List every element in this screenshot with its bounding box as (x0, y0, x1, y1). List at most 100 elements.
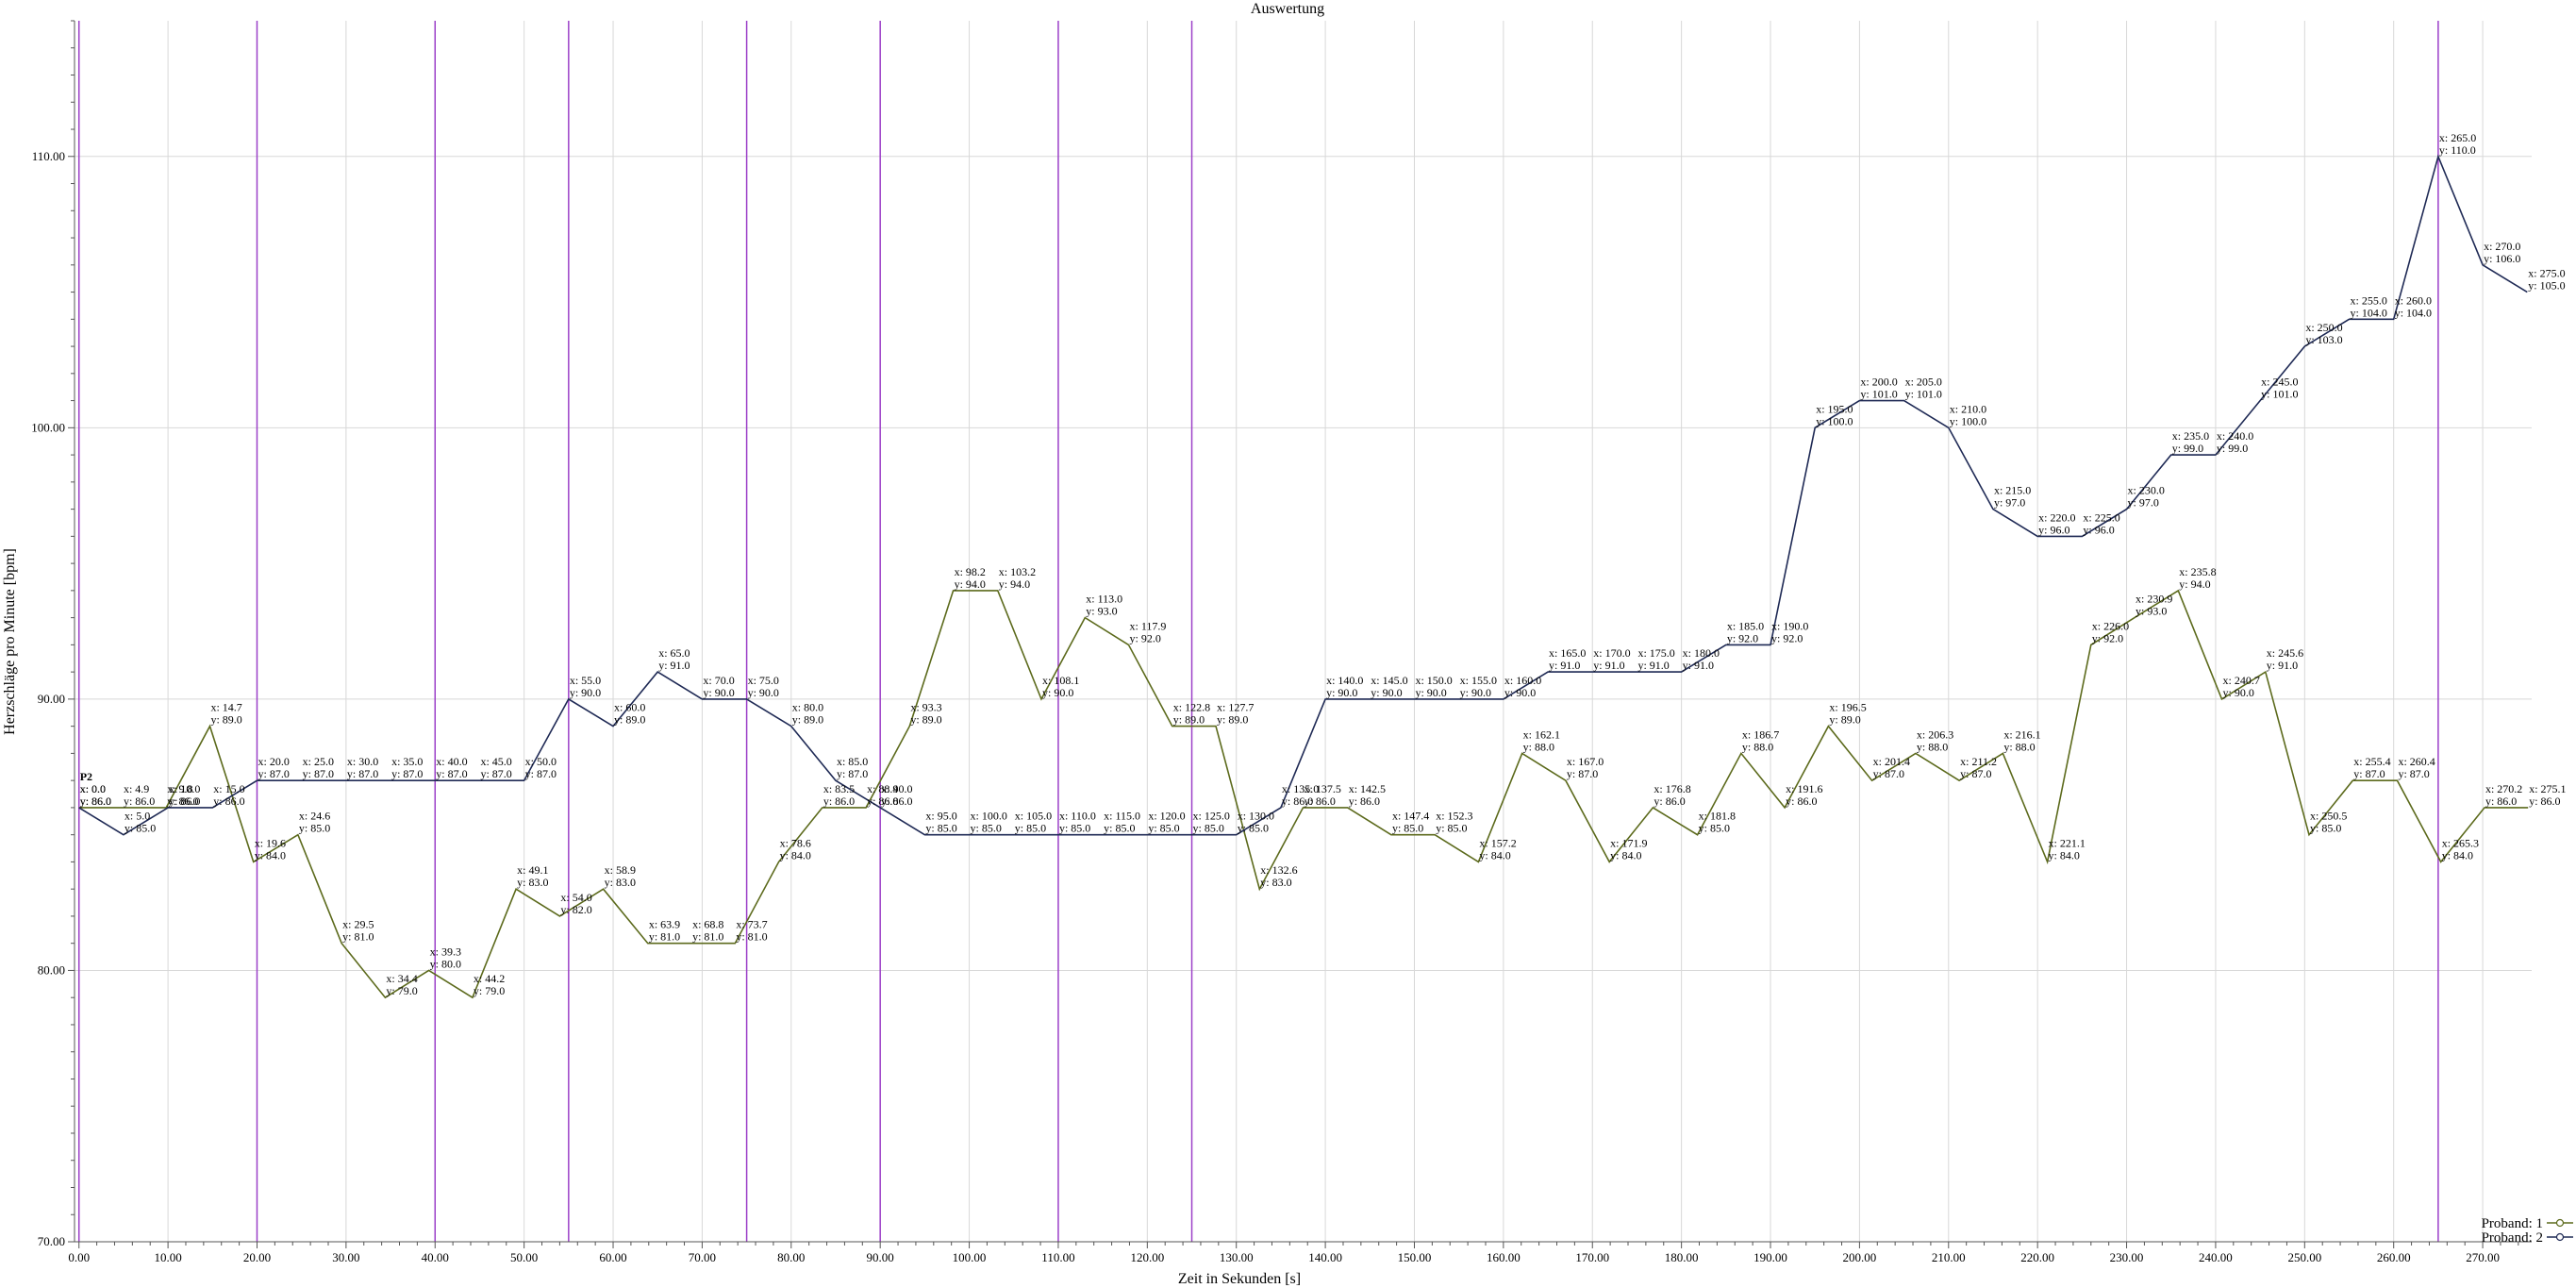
data-label-y: y: 90.0 (1042, 686, 1073, 699)
data-label-y: y: 94.0 (955, 577, 986, 591)
data-label-y: y: 91.0 (1593, 659, 1624, 672)
data-label-x: x: 120.0 (1148, 810, 1185, 823)
data-label-x: x: 98.2 (955, 565, 986, 578)
data-label-x: x: 201.4 (1873, 755, 1910, 768)
data-label-y: y: 104.0 (2395, 306, 2432, 319)
y-tick-label: 100.00 (31, 420, 65, 434)
data-label-y: y: 101.0 (2261, 388, 2298, 401)
x-axis-label: Zeit in Sekunden [s] (1178, 1271, 1301, 1287)
data-label-x: x: 270.2 (2485, 782, 2522, 795)
data-label-x: x: 54.0 (560, 891, 591, 904)
data-label-x: x: 50.0 (525, 755, 557, 768)
data-label-x: x: 14.7 (210, 701, 241, 714)
data-label-y: y: 89.0 (792, 713, 823, 727)
data-label-y: y: 103.0 (2305, 333, 2342, 346)
data-label-y: y: 84.0 (780, 848, 811, 861)
data-label-x: x: 260.4 (2398, 755, 2435, 768)
data-label-x: x: 80.0 (792, 701, 823, 714)
data-label-y: y: 86.0 (80, 795, 111, 808)
x-tick-label: 100.00 (953, 1250, 987, 1264)
data-label-y: y: 88.0 (1917, 740, 1948, 753)
x-tick-label: 190.00 (1753, 1250, 1787, 1264)
data-label-y: y: 85.0 (925, 822, 956, 835)
data-label-y: y: 106.0 (2484, 252, 2520, 265)
data-label-x: x: 142.5 (1349, 782, 1386, 795)
legend-label: Proband: 2 (2482, 1230, 2543, 1246)
x-tick-label: 10.00 (154, 1250, 181, 1264)
data-label-x: x: 167.0 (1567, 755, 1604, 768)
data-label-x: x: 250.0 (2305, 321, 2342, 334)
data-label-y: y: 87.0 (2398, 767, 2429, 780)
data-label-x: x: 230.0 (2128, 484, 2165, 497)
x-tick-label: 90.00 (867, 1250, 894, 1264)
data-label-x: x: 25.0 (303, 755, 334, 768)
data-label-x: x: 240.0 (2217, 429, 2253, 443)
data-label-y: y: 83.0 (517, 876, 548, 889)
x-tick-label: 240.00 (2199, 1250, 2233, 1264)
data-label-y: y: 83.0 (1260, 876, 1291, 889)
data-label-y: y: 88.0 (2003, 740, 2035, 753)
data-label-x: x: 0.0 (80, 782, 106, 795)
data-label-x: x: 35.0 (391, 755, 423, 768)
x-tick-label: 250.00 (2287, 1250, 2321, 1264)
data-label-x: x: 195.0 (1816, 402, 1853, 415)
data-label-y: y: 82.0 (560, 903, 591, 916)
data-label-x: x: 152.3 (1436, 810, 1472, 823)
data-label-x: x: 95.0 (925, 810, 956, 823)
data-label-x: x: 130.0 (1238, 810, 1274, 823)
data-label-x: x: 270.0 (2484, 240, 2520, 253)
x-tick-label: 260.00 (2377, 1250, 2411, 1264)
data-label-x: x: 162.1 (1523, 728, 1560, 741)
data-label-y: y: 92.0 (2092, 631, 2123, 644)
data-label-x: x: 83.5 (823, 782, 855, 795)
data-label-x: x: 255.0 (2351, 293, 2387, 307)
data-label-x: x: 135.0 (1282, 782, 1319, 795)
x-tick-label: 40.00 (422, 1250, 449, 1264)
data-label-y: y: 97.0 (1994, 496, 2025, 510)
data-label-x: x: 176.8 (1654, 782, 1690, 795)
data-label-x: x: 220.0 (2038, 510, 2075, 524)
data-label-x: x: 24.6 (299, 810, 330, 823)
data-label-x: x: 171.9 (1610, 836, 1647, 849)
data-label-y: y: 87.0 (391, 767, 423, 780)
data-label-y: y: 93.0 (2136, 605, 2167, 618)
start-marker-label: P2 (80, 770, 92, 783)
data-label-y: y: 89.0 (614, 713, 645, 727)
data-label-x: x: 196.5 (1829, 701, 1866, 714)
data-label-x: x: 49.1 (517, 863, 548, 877)
data-label-y: y: 87.0 (1960, 767, 1991, 780)
data-label-x: x: 175.0 (1637, 646, 1674, 660)
data-label-x: x: 191.6 (1786, 782, 1822, 795)
data-label-x: x: 157.2 (1479, 836, 1516, 849)
data-label-y: y: 85.0 (1059, 822, 1090, 835)
data-label-x: x: 240.7 (2223, 674, 2260, 687)
x-tick-label: 220.00 (2020, 1250, 2054, 1264)
y-tick-label: 90.00 (38, 692, 65, 706)
data-label-y: y: 96.0 (2038, 523, 2069, 536)
data-label-y: y: 85.0 (125, 822, 156, 835)
data-label-y: y: 86.0 (1349, 795, 1380, 808)
data-label-y: y: 85.0 (1193, 822, 1224, 835)
data-label-x: x: 100.0 (971, 810, 1007, 823)
data-label-x: x: 110.0 (1059, 810, 1096, 823)
data-label-y: y: 86.0 (867, 795, 898, 808)
data-label-y: y: 91.0 (1637, 659, 1669, 672)
data-label-x: x: 29.5 (342, 918, 374, 931)
data-label-y: y: 90.0 (1371, 686, 1402, 699)
data-label-y: y: 85.0 (1238, 822, 1269, 835)
data-label-x: x: 113.0 (1086, 593, 1122, 606)
x-tick-label: 20.00 (243, 1250, 271, 1264)
data-label-x: x: 190.0 (1771, 619, 1808, 632)
data-label-y: y: 86.0 (2485, 795, 2517, 808)
data-label-x: x: 181.8 (1699, 810, 1736, 823)
data-label-x: x: 55.0 (570, 674, 601, 687)
data-label-y: y: 90.0 (570, 686, 601, 699)
data-label-y: y: 85.0 (1699, 822, 1730, 835)
data-label-x: x: 122.8 (1173, 701, 1210, 714)
data-label-x: x: 68.8 (692, 918, 723, 931)
data-label-y: y: 90.0 (1415, 686, 1446, 699)
data-label-y: y: 86.0 (1786, 795, 1817, 808)
data-label-y: y: 86.0 (1654, 795, 1685, 808)
data-label-y: y: 85.0 (1436, 822, 1467, 835)
